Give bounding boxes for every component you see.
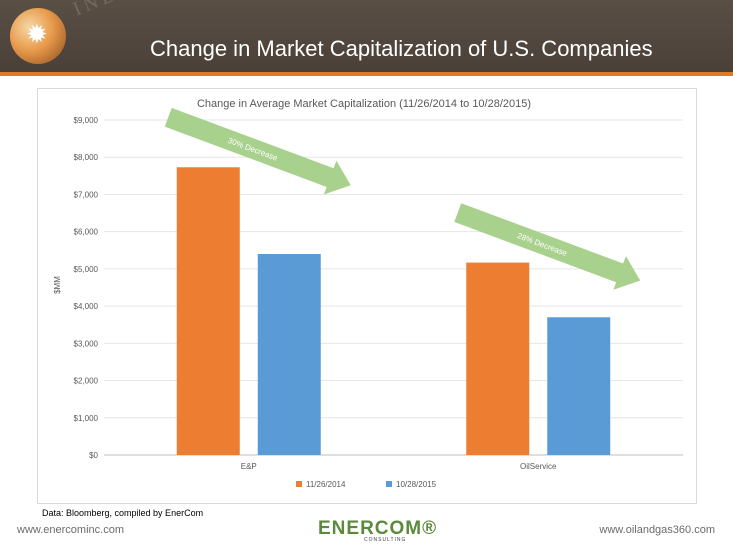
y-tick-label: $4,000 (74, 302, 99, 311)
footer-logo-subtext: CONSULTING (364, 537, 407, 543)
footer-website-link-left[interactable]: www.enercominc.com (17, 524, 124, 536)
page-title: Change in Market Capitalization of U.S. … (150, 36, 653, 61)
legend-label-2: 10/28/2015 (396, 480, 437, 489)
decrease-arrow: 28% Decrease (454, 203, 641, 290)
chart-container: Change in Average Market Capitalization … (37, 88, 697, 504)
x-axis-ticks: E&P OilService (241, 462, 557, 471)
legend-swatch-2 (386, 481, 392, 487)
bar-2-series-2 (547, 317, 611, 455)
chart-title: Change in Average Market Capitalization … (197, 98, 531, 110)
y-tick-label: $7,000 (74, 190, 99, 199)
y-tick-label: $3,000 (74, 339, 99, 348)
source-note: Data: Bloomberg, compiled by EnerCom (42, 508, 204, 518)
arrow-shape (454, 203, 641, 290)
y-tick-label: $8,000 (74, 153, 99, 162)
company-logo-emblem: ✹ (10, 8, 66, 64)
y-tick-label: $6,000 (74, 228, 99, 237)
title-banner: ✹ INDUSTRY Change in Market Capitalizati… (0, 0, 733, 72)
footer-logo-text: ENERCOM® (318, 518, 438, 539)
legend-swatch-1 (296, 481, 302, 487)
y-tick-label: $0 (89, 451, 98, 460)
banner-watermark: INDUSTRY (70, 0, 201, 21)
arrow-shape (164, 107, 351, 195)
y-tick-label: $5,000 (74, 265, 99, 274)
bars (176, 167, 611, 455)
bar-chart: Change in Average Market Capitalization … (53, 98, 683, 489)
footer-website-link-right[interactable]: www.oilandgas360.com (599, 524, 715, 536)
y-axis-label: $MM (53, 276, 62, 294)
banner-accent-stripe (0, 72, 733, 76)
legend-label-1: 11/26/2014 (306, 480, 346, 489)
bar-1-series-1 (176, 167, 240, 455)
sunburst-icon: ✹ (26, 20, 48, 50)
x-tick-label: OilService (520, 462, 557, 471)
y-tick-label: $1,000 (74, 414, 99, 423)
y-axis-ticks: $0 $1,000 $2,000 $3,000 $4,000 $5,000 $6,000 $7… (74, 116, 99, 460)
bar-1-series-2 (257, 254, 321, 455)
bar-2-series-1 (466, 262, 530, 455)
y-tick-label: $9,000 (74, 116, 99, 125)
legend: 11/26/2014 10/28/2015 (296, 480, 437, 489)
x-tick-label: E&P (241, 462, 257, 471)
footer-logo: ENERCOM® CONSULTING (300, 518, 436, 544)
y-tick-label: $2,000 (74, 377, 99, 386)
